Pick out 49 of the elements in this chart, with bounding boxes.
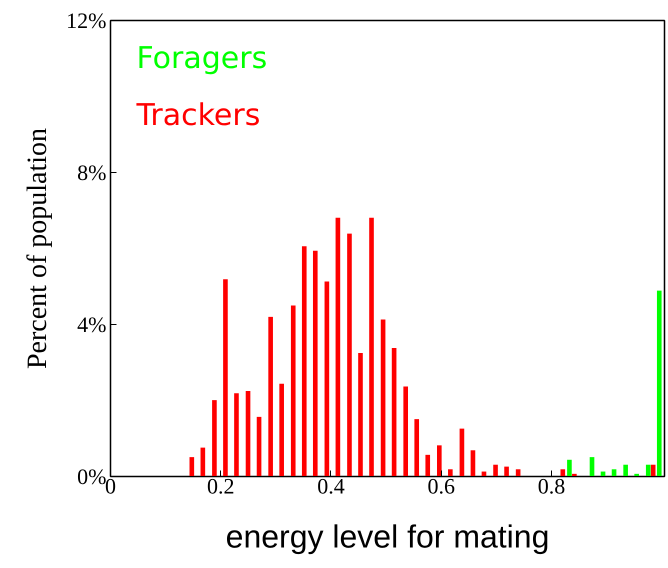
bar [358,353,363,476]
bar [223,279,228,476]
bar [324,282,330,476]
y-axis-title: Percent of population [22,128,54,370]
x-axis-title: energy level for mating [226,518,550,554]
bar [380,320,386,476]
y-tick-label: 0% [77,464,106,489]
bar [504,466,509,476]
bar [612,469,616,476]
bar [189,457,194,476]
bar [590,457,594,476]
bar [234,393,239,476]
bar [302,246,307,476]
bar [493,464,498,476]
bar [656,290,662,476]
bar [369,218,374,476]
y-tick-label: 12% [66,8,106,33]
bar [290,306,296,476]
bar [460,428,464,476]
bar [268,316,273,476]
bar [567,460,572,476]
x-tick-label: 0 [105,474,116,498]
bar [437,445,442,476]
text: Foragers [136,41,268,76]
bar [470,450,476,476]
bar [347,234,352,476]
bar [414,419,420,476]
bar [212,400,217,476]
bar [600,472,606,476]
bar [425,454,430,476]
x-tick-label: 0.2 [207,474,234,498]
bar [646,464,651,476]
bar [336,218,340,476]
y-tick-label: 4% [77,312,106,337]
x-tick-label: 0.6 [427,474,455,498]
bar [200,448,206,476]
y-tick-label: 8% [77,160,106,185]
bar [392,348,396,476]
bar [256,416,262,476]
bar [482,472,486,476]
bar [246,391,250,476]
bar [403,386,408,476]
bar [623,464,628,476]
bar [650,464,656,476]
bar [279,384,284,476]
x-tick-label: 0.4 [317,474,345,498]
bar [312,250,318,476]
x-tick-label: 0.8 [538,474,566,498]
text: Trackers [136,98,260,133]
